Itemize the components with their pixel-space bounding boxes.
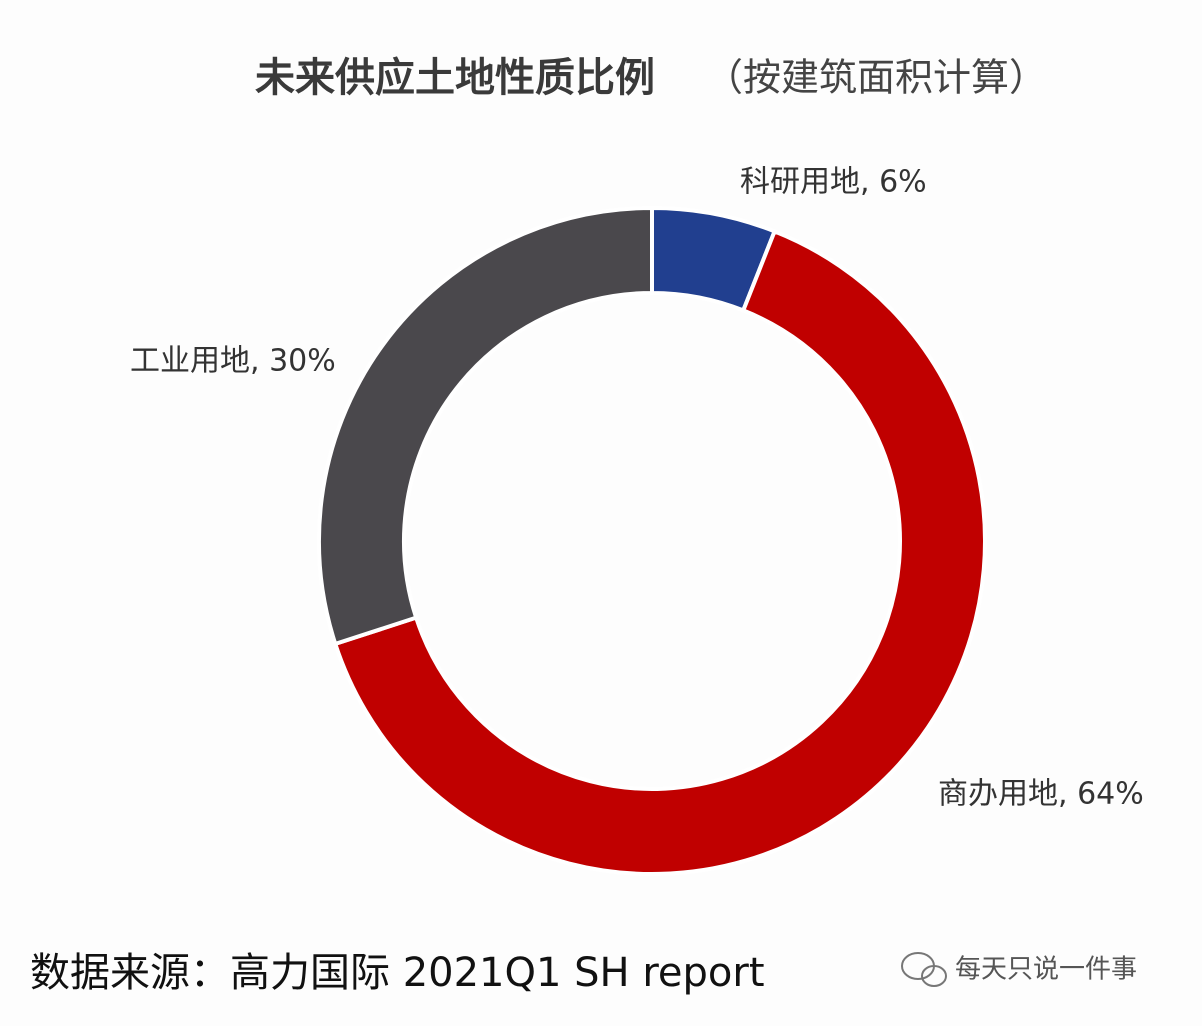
donut-segment (332, 228, 987, 876)
chart-subtitle: （按建筑面积计算） (705, 56, 1047, 100)
source-note: 数据来源：高力国际 2021Q1 SH report (30, 950, 765, 996)
data-label: 工业用地, 30% (130, 344, 336, 379)
data-label: 商办用地, 64% (938, 777, 1144, 812)
data-label: 科研用地, 6% (740, 165, 927, 200)
donut-segment (317, 205, 654, 647)
chart-title: 未来供应土地性质比例 (255, 55, 655, 101)
watermark-icon (901, 952, 947, 987)
watermark: 每天只说一件事 (955, 955, 1137, 985)
